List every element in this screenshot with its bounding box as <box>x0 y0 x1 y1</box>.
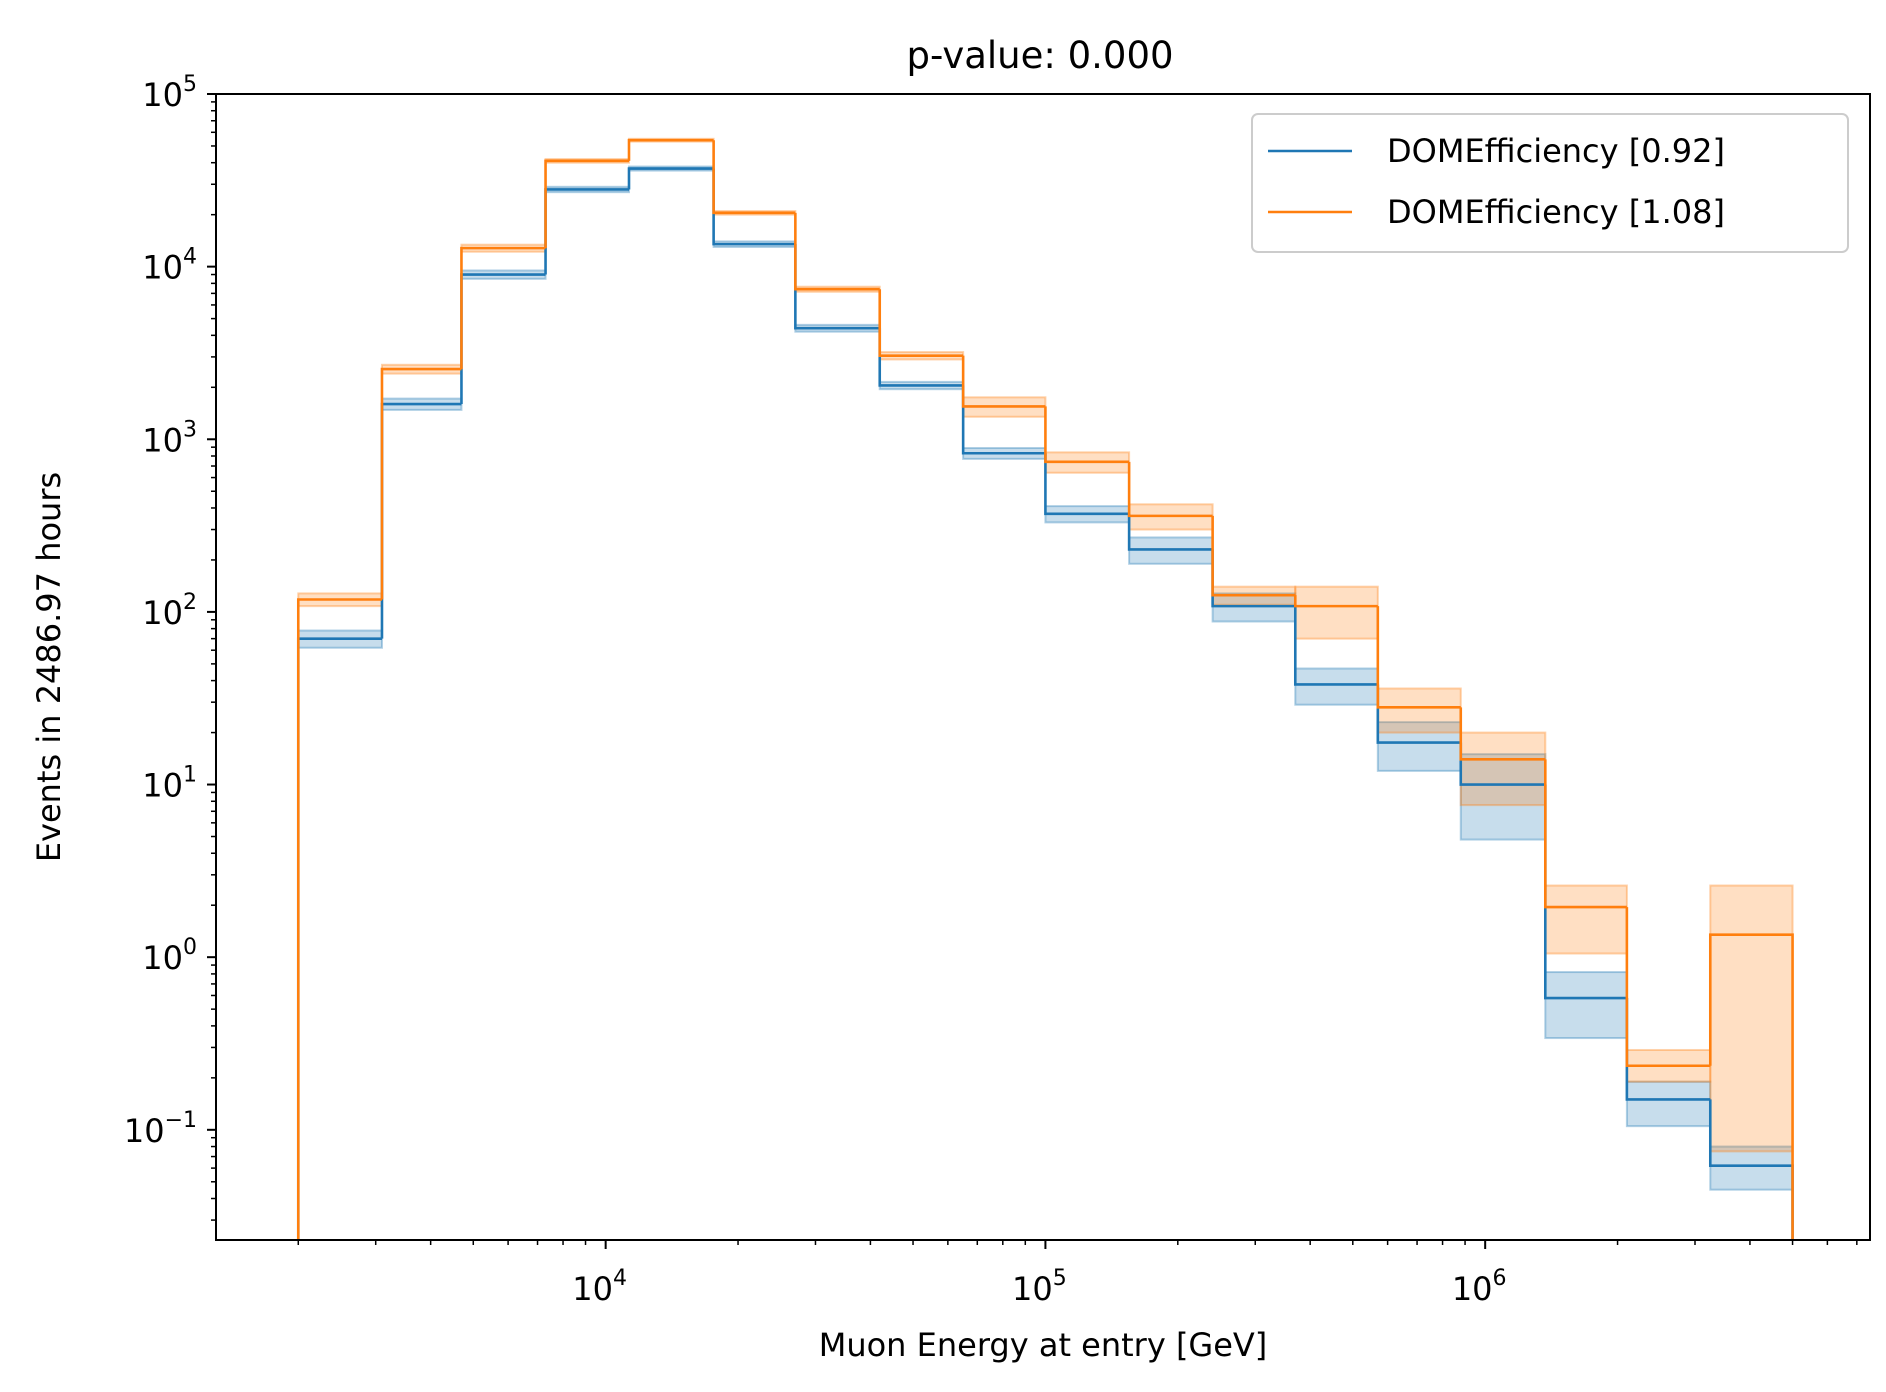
step-series-2-bin-11 <box>1127 461 1213 518</box>
step-series-2-bin-2 <box>380 367 462 600</box>
step-series-2-bin-13 <box>1293 595 1378 608</box>
x-tick-label: 104 <box>572 1266 627 1308</box>
error-band-series-1-bin-13 <box>1294 667 1379 706</box>
step-series-2-bin-16 <box>1544 759 1627 909</box>
y-tick-exponent: 2 <box>183 590 197 615</box>
y-axis-label: Events in 2486.97 hours <box>30 472 68 862</box>
step-series-1-bin-11 <box>1127 513 1213 551</box>
legend-label-series-2: DOMEfficiency [1.08] <box>1387 193 1725 231</box>
step-series-2-bin-12 <box>1211 515 1296 597</box>
y-tick-label: 101 <box>142 763 197 805</box>
step-series-2-bin-3 <box>460 246 546 370</box>
y-tick-label: 102 <box>142 590 197 632</box>
error-band-series-1-bin-18 <box>1709 1145 1794 1191</box>
x-axis-ticks: 104 105 106 <box>297 1240 1858 1308</box>
step-series-1-bin-10 <box>1044 453 1130 516</box>
step-series-1-bin-6 <box>712 168 796 246</box>
step-series-2-bin-9 <box>961 355 1046 408</box>
chart-title: p-value: 0.000 <box>906 34 1173 77</box>
step-series-2-bin-14 <box>1376 606 1461 709</box>
error-band-series-2-bin-13 <box>1294 585 1379 640</box>
legend: DOMEfficiency [0.92] DOMEfficiency [1.08… <box>1251 113 1849 253</box>
x-tick-exponent: 6 <box>1493 1266 1507 1291</box>
error-band-series-1-bin-17 <box>1625 1080 1712 1128</box>
error-band-series-2-bin-18 <box>1709 884 1794 1153</box>
legend-box <box>1251 113 1849 253</box>
error-band-series-2-bin-15 <box>1459 731 1547 807</box>
step-series-2-bin-4 <box>544 159 629 249</box>
step-series-2-bin-10 <box>1044 406 1130 464</box>
series-lines <box>296 138 1794 1240</box>
error-band-series-1-bin-15 <box>1459 753 1547 841</box>
y-tick-label: 105 <box>142 72 197 114</box>
y-tick-exponent: 5 <box>183 72 197 97</box>
x-tick-label: 106 <box>1452 1266 1507 1308</box>
step-series-1-bin-3 <box>460 273 546 405</box>
step-series-2-bin-15 <box>1459 707 1546 761</box>
step-series-1-bin-5 <box>627 167 714 190</box>
x-tick-label: 105 <box>1012 1266 1067 1308</box>
error-band-series-2-bin-16 <box>1544 884 1628 955</box>
step-series-2-bin-6 <box>712 140 796 215</box>
step-series-2-bin-5 <box>627 138 714 161</box>
plot-frame <box>215 93 1871 1241</box>
y-tick-exponent: 0 <box>183 935 197 960</box>
error-band-series-1-bin-14 <box>1376 721 1462 772</box>
x-axis-label: Muon Energy at entry [GeV] <box>819 1326 1268 1364</box>
error-band-series-1-bin-16 <box>1544 971 1628 1040</box>
y-tick-exponent: −1 <box>165 1108 197 1133</box>
step-series-2-bin-18 <box>1708 933 1794 1240</box>
y-tick-exponent: 1 <box>183 763 197 788</box>
y-tick-label: 10−1 <box>124 1108 197 1150</box>
step-series-2-bin-1 <box>296 598 382 1240</box>
y-tick-label: 104 <box>142 245 197 287</box>
step-series-1-bin-9 <box>961 385 1046 455</box>
error-band-series-1-bin-12 <box>1211 592 1297 623</box>
step-series-1-bin-4 <box>544 188 629 275</box>
y-tick-label: 100 <box>142 935 197 977</box>
legend-label-series-1: DOMEfficiency [0.92] <box>1387 132 1725 170</box>
x-tick-exponent: 5 <box>1053 1266 1067 1291</box>
step-series-2-bin-8 <box>878 289 964 357</box>
x-tick-exponent: 4 <box>613 1266 627 1291</box>
y-tick-exponent: 4 <box>183 245 197 270</box>
step-series-1-bin-13 <box>1293 606 1378 686</box>
y-tick-label: 103 <box>142 417 197 459</box>
step-series-1-bin-2 <box>380 402 462 639</box>
step-series-1-bin-1 <box>296 637 382 1240</box>
y-tick-exponent: 3 <box>183 417 197 442</box>
error-bands <box>297 137 1794 1191</box>
step-series-2-bin-17 <box>1625 907 1711 1068</box>
error-band-series-2-bin-14 <box>1376 687 1462 734</box>
step-series-2-bin-7 <box>794 212 880 291</box>
